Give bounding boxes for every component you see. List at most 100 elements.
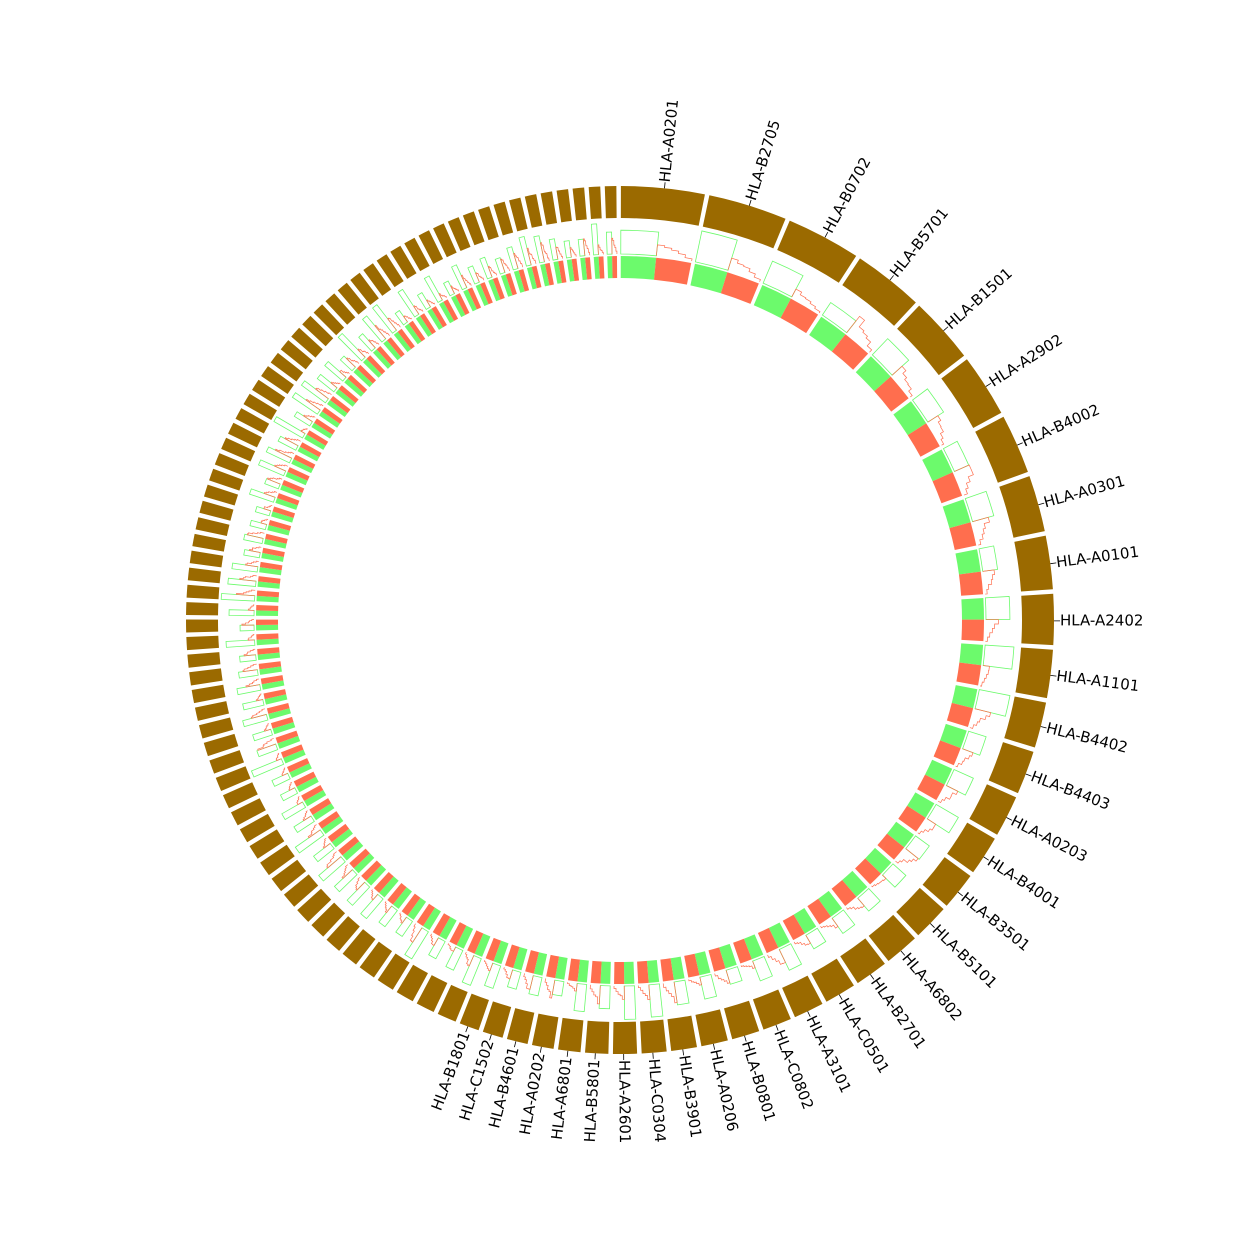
red-histogram — [371, 890, 377, 900]
segment-label: HLA-B2705 — [742, 118, 784, 203]
green-histogram — [452, 265, 467, 290]
green-histogram — [946, 770, 973, 796]
segment-label: HLA-A2402 — [1060, 611, 1143, 629]
green-histogram — [243, 700, 264, 710]
red-histogram — [614, 986, 624, 999]
red-histogram — [248, 605, 254, 610]
green-histogram — [519, 237, 531, 267]
green-histogram — [338, 334, 365, 361]
green-histogram — [373, 305, 397, 334]
green-histogram — [549, 239, 558, 260]
label-tick — [540, 1047, 541, 1053]
green-histogram — [257, 744, 278, 757]
green-bar — [624, 962, 634, 984]
red-histogram — [689, 977, 702, 985]
red-bar — [956, 663, 981, 686]
red-histogram — [612, 238, 617, 254]
red-histogram — [768, 950, 786, 965]
label-tick — [466, 1026, 468, 1032]
outer-track-segment — [589, 186, 602, 219]
green-histogram — [251, 759, 283, 777]
green-histogram — [700, 975, 717, 1000]
green-histogram — [983, 645, 1014, 669]
outer-track-segment — [541, 191, 557, 224]
red-histogram — [663, 982, 677, 1003]
red-histogram — [297, 797, 303, 805]
outer-track-segment — [621, 186, 705, 226]
green-histogram — [295, 830, 324, 853]
red-histogram — [983, 570, 995, 594]
green-bar — [600, 962, 610, 984]
green-histogram — [806, 928, 826, 949]
red-histogram — [715, 970, 730, 983]
outer-track-segment — [695, 1009, 727, 1046]
outer-track-segment — [1021, 594, 1054, 645]
green-histogram — [282, 802, 306, 820]
green-histogram — [963, 731, 987, 755]
red-histogram — [246, 679, 260, 687]
red-bar — [256, 620, 278, 625]
outer-track-segment — [573, 187, 587, 220]
label-tick — [490, 1034, 492, 1040]
red-histogram — [545, 978, 555, 998]
green-bar — [647, 960, 659, 983]
red-histogram — [590, 985, 600, 1004]
green-histogram — [591, 224, 598, 255]
green-histogram — [319, 857, 346, 881]
red-histogram — [258, 738, 276, 750]
green-histogram — [832, 910, 855, 934]
outer-track-segment — [667, 1016, 697, 1051]
green-histogram — [606, 232, 612, 254]
green-histogram — [229, 610, 254, 616]
red-histogram — [246, 561, 259, 567]
red-histogram — [410, 924, 422, 943]
green-histogram — [253, 729, 273, 740]
green-histogram — [599, 985, 610, 1008]
outer-track-segment — [483, 1001, 511, 1037]
green-histogram — [480, 257, 492, 279]
red-histogram — [461, 275, 471, 287]
green-histogram — [753, 956, 773, 980]
segment-label: HLA-A2902 — [986, 330, 1066, 390]
outer-track-segment — [703, 195, 786, 248]
outer-track-segment — [187, 585, 220, 599]
red-histogram — [598, 245, 603, 255]
outer-track-segment — [199, 718, 233, 739]
red-histogram — [264, 492, 277, 498]
green-histogram — [395, 310, 407, 324]
red-histogram — [476, 273, 484, 282]
red-bar — [591, 961, 602, 984]
red-histogram — [275, 465, 288, 471]
green-histogram — [405, 928, 429, 959]
green-histogram — [507, 247, 518, 270]
red-histogram — [331, 382, 340, 388]
red-histogram — [264, 724, 270, 731]
red-histogram — [527, 248, 536, 265]
red-bar — [614, 962, 624, 984]
segment-label: HLA-A0301 — [1042, 472, 1127, 512]
green-histogram — [265, 479, 281, 489]
red-histogram — [400, 913, 407, 923]
green-bar — [621, 256, 656, 280]
red-histogram — [308, 825, 320, 838]
red-histogram — [244, 649, 256, 656]
green-histogram — [965, 491, 993, 521]
segment-label: HLA-A3101 — [803, 1013, 855, 1096]
red-histogram — [358, 349, 369, 357]
red-histogram — [385, 901, 391, 912]
green-histogram — [485, 963, 501, 988]
outer-track-segment — [186, 602, 218, 615]
red-histogram — [264, 505, 272, 510]
red-histogram — [369, 340, 379, 348]
outer-track-segment — [999, 476, 1045, 538]
red-histogram — [247, 532, 264, 538]
segment-label: HLA-B4402 — [1044, 719, 1129, 757]
segment-label: HLA-A0206 — [706, 1048, 742, 1133]
segment-label: HLA-B5801 — [581, 1059, 604, 1143]
green-histogram — [446, 947, 463, 970]
outer-track-segment — [753, 990, 791, 1030]
red-histogram — [342, 865, 352, 879]
green-histogram — [927, 804, 958, 832]
green-histogram — [255, 507, 270, 516]
